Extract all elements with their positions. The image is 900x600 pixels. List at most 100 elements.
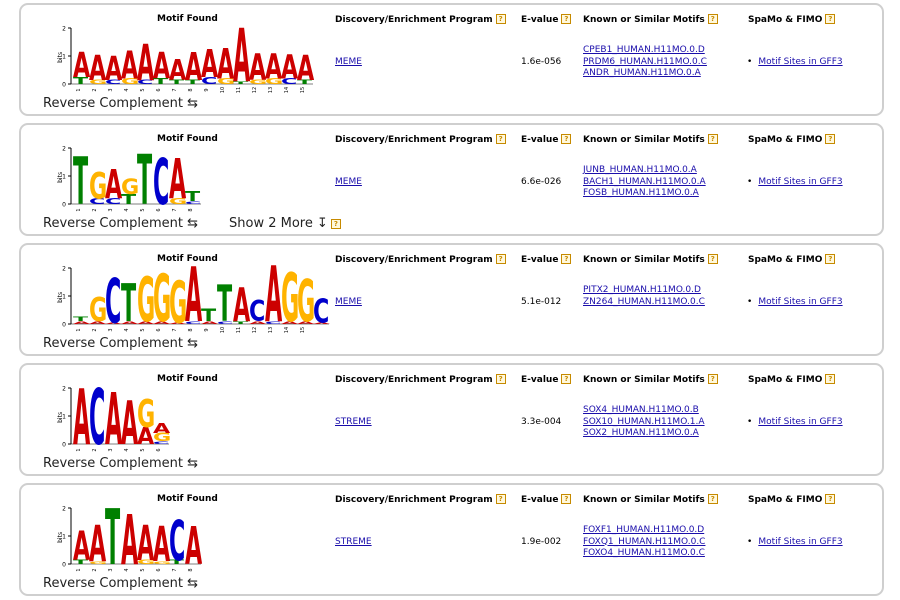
program-header-label: Discovery/Enrichment Program: [335, 495, 493, 505]
sequence-logo[interactable]: 210bitsAT1AG2AC3AT4AG5AG6AG7CA8AT9CT10TA…: [55, 265, 335, 343]
help-icon[interactable]: ?: [495, 134, 506, 144]
logo-position-label: 2: [92, 328, 98, 331]
sequence-logo[interactable]: 210bitsTA1GA2CA3GA4CA5TA6TA7TA8CA9GA10TA…: [55, 25, 335, 103]
help-icon[interactable]: ?: [707, 494, 718, 504]
logo-letter-g: G: [121, 77, 139, 86]
program-header-label: Discovery/Enrichment Program: [335, 375, 493, 385]
logo-position-label: 12: [252, 87, 258, 93]
known-motif-link[interactable]: FOSB_HUMAN.H11MO.0.A: [583, 188, 699, 198]
logo-position-label: 7: [172, 328, 178, 331]
program-link[interactable]: STREME: [335, 537, 372, 547]
help-icon[interactable]: ?: [561, 134, 572, 144]
help-icon[interactable]: ?: [495, 14, 506, 24]
logo-position-label: 5: [140, 208, 146, 211]
program-header: Discovery/Enrichment Program?: [335, 374, 506, 385]
logo-letter-a: A: [153, 516, 170, 572]
logo-letter-t: T: [233, 80, 248, 85]
reverse-complement-button[interactable]: Reverse Complement ⇆: [43, 336, 198, 351]
help-icon[interactable]: ?: [707, 254, 718, 264]
logo-letter-a: A: [121, 320, 139, 325]
help-icon[interactable]: ?: [495, 254, 506, 264]
logo-letter-g: G: [297, 270, 315, 336]
logo-letter-g: G: [137, 393, 155, 437]
bullet-icon: •: [747, 177, 753, 187]
program-link[interactable]: MEME: [335, 297, 362, 307]
program-header-label: Discovery/Enrichment Program: [335, 255, 493, 265]
motif-found-header: Motif Found: [157, 374, 218, 384]
logo-letter-a: A: [137, 35, 154, 93]
help-icon[interactable]: ?: [825, 494, 836, 504]
help-icon[interactable]: ?: [825, 14, 836, 24]
logo-position-label: 5: [140, 88, 146, 91]
evalue-header: E-value?: [521, 374, 572, 385]
logo-letter-a: A: [137, 515, 154, 571]
program-header-label: Discovery/Enrichment Program: [335, 135, 493, 145]
program-link[interactable]: STREME: [335, 417, 372, 427]
known-motif-link[interactable]: BACH1_HUMAN.H11MO.0.A: [583, 176, 706, 187]
known-motifs-header-label: Known or Similar Motifs: [583, 495, 705, 505]
spamo-fimo-header: SpaMo & FIMO?: [748, 254, 836, 265]
logo-y-tick-label: 2: [62, 26, 66, 33]
motif-sites-gff3-link[interactable]: Motif Sites in GFF3: [758, 417, 843, 427]
program-header-label: Discovery/Enrichment Program: [335, 15, 493, 25]
logo-letter-a: A: [297, 320, 315, 325]
help-icon[interactable]: ?: [825, 254, 836, 264]
help-icon[interactable]: ?: [330, 219, 341, 229]
known-motif-link[interactable]: PRDM6_HUMAN.H11MO.0.C: [583, 56, 707, 67]
known-motif-link[interactable]: FOXO4_HUMAN.H11MO.0.C: [583, 548, 705, 558]
motif-sites-gff3-link[interactable]: Motif Sites in GFF3: [758, 177, 843, 187]
known-motif-link[interactable]: FOXF1_HUMAN.H11MO.0.D: [583, 525, 705, 535]
logo-letter-a: A: [153, 421, 171, 436]
help-icon[interactable]: ?: [561, 254, 572, 264]
evalue-header-label: E-value: [521, 495, 559, 505]
known-motif-link[interactable]: JUNB_HUMAN.H11MO.0.A: [583, 165, 697, 175]
program-link[interactable]: MEME: [335, 177, 362, 187]
known-motif-link[interactable]: PITX2_HUMAN.H11MO.0.D: [583, 285, 701, 295]
help-icon[interactable]: ?: [825, 134, 836, 144]
known-motif-link[interactable]: CPEB1_HUMAN.H11MO.0.D: [583, 45, 705, 55]
logo-letter-a: A: [281, 48, 299, 87]
motif-sites-gff3-link[interactable]: Motif Sites in GFF3: [758, 297, 843, 307]
reverse-complement-button[interactable]: Reverse Complement ⇆: [43, 216, 198, 231]
help-icon[interactable]: ?: [707, 14, 718, 24]
motif-found-header-label: Motif Found: [157, 254, 218, 264]
known-motifs-header: Known or Similar Motifs?: [583, 14, 718, 25]
logo-letter-c: C: [105, 265, 121, 337]
help-icon[interactable]: ?: [495, 374, 506, 384]
help-icon[interactable]: ?: [561, 14, 572, 24]
fimo-sites: • Motif Sites in GFF3: [747, 177, 843, 187]
known-motif-link[interactable]: SOX4_HUMAN.H11MO.0.B: [583, 405, 699, 415]
help-icon[interactable]: ?: [825, 374, 836, 384]
logo-letter-t: T: [105, 505, 120, 583]
known-motif-link[interactable]: FOXQ1_HUMAN.H11MO.0.C: [583, 536, 706, 547]
logo-letter-t: T: [121, 274, 136, 334]
known-motif-link[interactable]: SOX10_HUMAN.H11MO.1.A: [583, 416, 705, 427]
help-icon[interactable]: ?: [707, 374, 718, 384]
reverse-complement-button[interactable]: Reverse Complement ⇆: [43, 96, 198, 111]
help-icon[interactable]: ?: [561, 374, 572, 384]
logo-letter-t: T: [121, 192, 137, 207]
reverse-complement-button[interactable]: Reverse Complement ⇆: [43, 576, 198, 591]
show-more-button[interactable]: Show 2 More ↧?: [229, 216, 341, 231]
known-motif-link[interactable]: ANDR_HUMAN.H11MO.0.A: [583, 68, 701, 78]
logo-position-label: 10: [220, 87, 226, 93]
known-motif-link[interactable]: ZN264_HUMAN.H11MO.0.C: [583, 296, 705, 307]
motif-sites-gff3-link[interactable]: Motif Sites in GFF3: [758, 537, 843, 547]
logo-letter-a: A: [121, 388, 138, 458]
help-icon[interactable]: ?: [495, 494, 506, 504]
help-icon[interactable]: ?: [561, 494, 572, 504]
evalue-value: 6.6e-026: [521, 177, 562, 187]
logo-letter-g: G: [169, 197, 187, 206]
spamo-fimo-header: SpaMo & FIMO?: [748, 494, 836, 505]
motif-sites-gff3-link[interactable]: Motif Sites in GFF3: [758, 57, 843, 67]
known-motif-link[interactable]: SOX2_HUMAN.H11MO.0.A: [583, 428, 699, 438]
logo-letter-a: A: [169, 147, 186, 211]
fimo-sites: • Motif Sites in GFF3: [747, 537, 843, 547]
known-motifs-list: PITX2_HUMAN.H11MO.0.D ZN264_HUMAN.H11MO.0…: [583, 285, 705, 308]
reverse-complement-button[interactable]: Reverse Complement ⇆: [43, 456, 198, 471]
help-icon[interactable]: ?: [707, 134, 718, 144]
program-link[interactable]: MEME: [335, 57, 362, 67]
